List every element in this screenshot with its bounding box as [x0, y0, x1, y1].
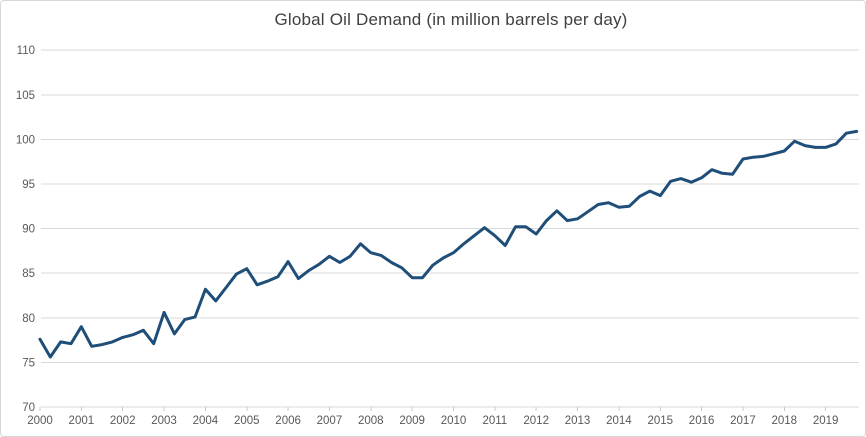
x-axis-label-2013: 2013 [565, 415, 591, 427]
y-axis-label-70: 70 [22, 402, 35, 414]
x-axis-label-2015: 2015 [647, 415, 673, 427]
y-axis-label-80: 80 [22, 313, 35, 325]
x-axis-label-2018: 2018 [772, 415, 798, 427]
x-axis-label-2003: 2003 [151, 415, 177, 427]
x-axis-label-2014: 2014 [606, 415, 632, 427]
x-axis-label-2012: 2012 [523, 415, 549, 427]
x-axis-label-2008: 2008 [358, 415, 384, 427]
y-axis-label-110: 110 [17, 45, 35, 57]
x-axis-label-2009: 2009 [399, 415, 425, 427]
y-axis-label-100: 100 [16, 134, 35, 146]
y-axis-label-95: 95 [22, 179, 35, 191]
y-axis-label-105: 105 [16, 90, 35, 102]
x-axis-label-2016: 2016 [689, 415, 715, 427]
x-axis-label-2010: 2010 [441, 415, 467, 427]
x-axis-label-2017: 2017 [730, 415, 756, 427]
x-axis-label-2000: 2000 [27, 415, 53, 427]
x-axis-label-2007: 2007 [317, 415, 343, 427]
y-axis-label-90: 90 [22, 224, 35, 236]
x-axis-label-2002: 2002 [110, 415, 136, 427]
x-axis-label-2011: 2011 [482, 415, 507, 427]
x-axis-label-2004: 2004 [193, 415, 219, 427]
chart-title: Global Oil Demand (in million barrels pe… [274, 10, 628, 29]
y-axis-label-85: 85 [22, 268, 35, 280]
oil-demand-line-series [38, 129, 859, 359]
x-axis-label-2006: 2006 [275, 415, 301, 427]
x-axis-label-2005: 2005 [234, 415, 260, 427]
y-axis-label-75: 75 [22, 357, 35, 369]
x-axis-label-2019: 2019 [813, 415, 839, 427]
x-axis-label-2001: 2001 [69, 415, 95, 427]
